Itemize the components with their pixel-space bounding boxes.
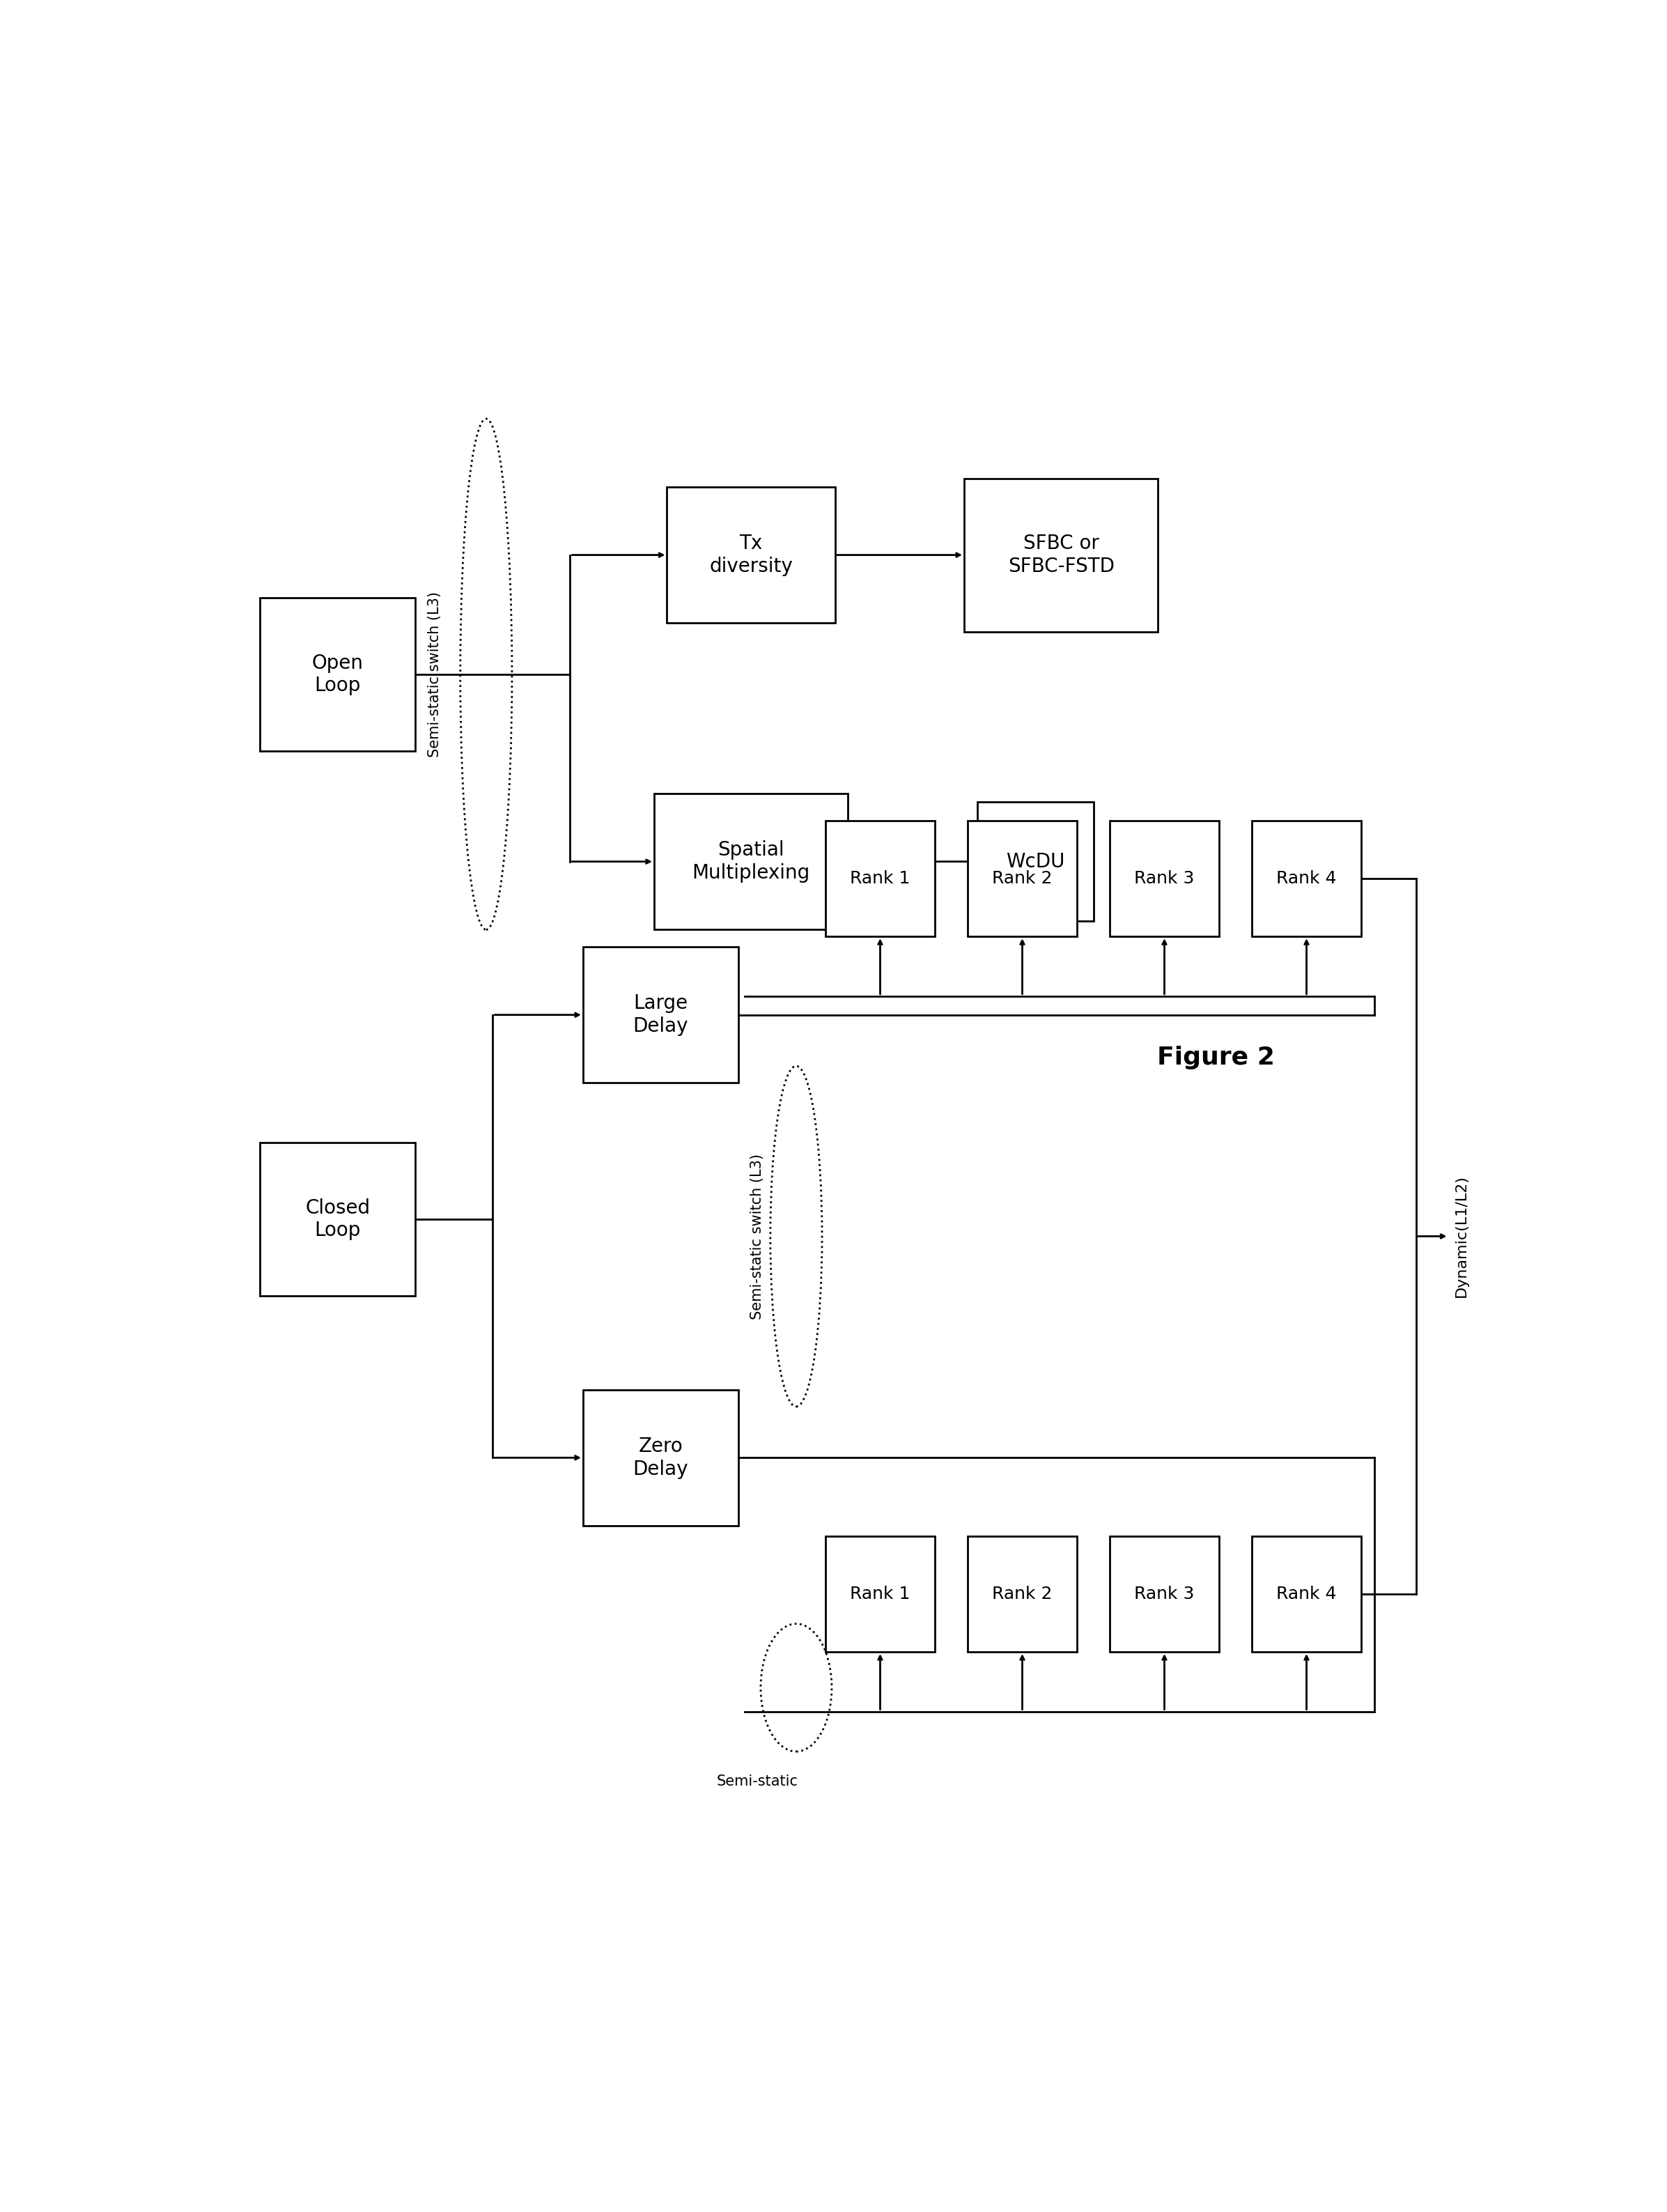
FancyBboxPatch shape	[967, 1535, 1077, 1652]
FancyBboxPatch shape	[667, 487, 835, 624]
Text: Rank 1: Rank 1	[850, 869, 910, 887]
Text: Open
Loop: Open Loop	[312, 653, 363, 695]
Text: Semi-static switch (L3): Semi-static switch (L3)	[427, 591, 442, 757]
Text: Closed
Loop: Closed Loop	[305, 1199, 370, 1241]
Text: Rank 1: Rank 1	[850, 1586, 910, 1601]
Text: Rank 2: Rank 2	[992, 1586, 1052, 1601]
FancyBboxPatch shape	[653, 794, 849, 929]
FancyBboxPatch shape	[825, 821, 935, 936]
Text: Rank 4: Rank 4	[1277, 1586, 1337, 1601]
Text: Spatial
Multiplexing: Spatial Multiplexing	[692, 841, 810, 883]
FancyBboxPatch shape	[1110, 821, 1219, 936]
FancyBboxPatch shape	[260, 597, 415, 750]
Text: Rank 3: Rank 3	[1134, 869, 1195, 887]
FancyBboxPatch shape	[964, 478, 1159, 633]
FancyBboxPatch shape	[967, 821, 1077, 936]
FancyBboxPatch shape	[583, 947, 738, 1084]
FancyBboxPatch shape	[1252, 1535, 1362, 1652]
Text: Rank 2: Rank 2	[992, 869, 1052, 887]
FancyBboxPatch shape	[1110, 1535, 1219, 1652]
Text: Figure 2: Figure 2	[1157, 1046, 1275, 1068]
Text: Tx
diversity: Tx diversity	[708, 533, 793, 575]
Text: SFBC or
SFBC-FSTD: SFBC or SFBC-FSTD	[1009, 533, 1114, 575]
Text: Semi-static switch (L3): Semi-static switch (L3)	[750, 1152, 765, 1318]
Text: WcDU: WcDU	[1005, 852, 1065, 872]
Text: Zero
Delay: Zero Delay	[633, 1436, 688, 1480]
Text: Semi-static: Semi-static	[717, 1774, 798, 1787]
FancyBboxPatch shape	[260, 1144, 415, 1296]
Text: Rank 3: Rank 3	[1134, 1586, 1195, 1601]
FancyBboxPatch shape	[1252, 821, 1362, 936]
FancyBboxPatch shape	[977, 803, 1094, 920]
Text: Rank 4: Rank 4	[1277, 869, 1337, 887]
FancyBboxPatch shape	[825, 1535, 935, 1652]
Text: Dynamic(L1/L2): Dynamic(L1/L2)	[1455, 1175, 1469, 1298]
FancyBboxPatch shape	[583, 1389, 738, 1526]
Text: Large
Delay: Large Delay	[633, 993, 688, 1035]
